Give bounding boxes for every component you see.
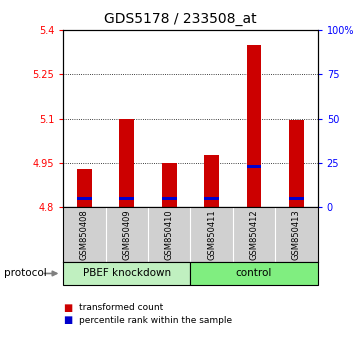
Bar xyxy=(162,197,177,200)
Bar xyxy=(162,163,177,207)
Text: GSM850410: GSM850410 xyxy=(165,209,174,260)
Text: GDS5178 / 233508_at: GDS5178 / 233508_at xyxy=(104,12,257,27)
Bar xyxy=(191,262,318,285)
Text: ■: ■ xyxy=(63,303,73,313)
Bar xyxy=(247,45,261,207)
Text: GSM850413: GSM850413 xyxy=(292,209,301,260)
Text: transformed count: transformed count xyxy=(79,303,164,313)
Text: ■: ■ xyxy=(63,315,73,325)
Bar xyxy=(119,197,134,200)
Bar xyxy=(77,169,92,207)
Bar xyxy=(247,165,261,167)
Text: GSM850409: GSM850409 xyxy=(122,209,131,260)
Text: PBEF knockdown: PBEF knockdown xyxy=(83,268,171,279)
Bar xyxy=(289,197,304,200)
Text: GSM850411: GSM850411 xyxy=(207,209,216,260)
Bar xyxy=(119,119,134,207)
Text: control: control xyxy=(236,268,272,279)
Bar xyxy=(289,120,304,207)
Text: GSM850408: GSM850408 xyxy=(80,209,89,260)
Bar xyxy=(204,155,219,207)
Text: GSM850412: GSM850412 xyxy=(249,209,258,260)
Bar xyxy=(77,197,92,200)
Bar xyxy=(204,197,219,200)
Bar xyxy=(63,262,191,285)
Text: protocol: protocol xyxy=(4,268,46,279)
Text: percentile rank within the sample: percentile rank within the sample xyxy=(79,316,232,325)
